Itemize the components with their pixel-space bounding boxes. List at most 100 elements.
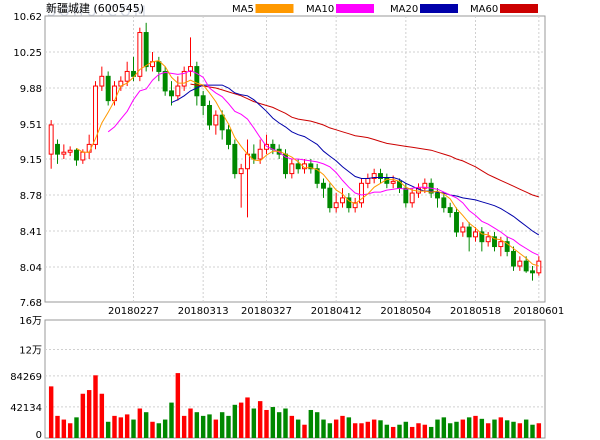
volume-bar (511, 421, 516, 438)
volume-bar (428, 426, 434, 438)
volume-bar (321, 419, 326, 438)
volume-bar (530, 424, 535, 438)
candle-body-up (137, 32, 143, 77)
candle-body-down (143, 32, 149, 68)
candle-body-down (251, 153, 257, 160)
volume-bar (473, 415, 478, 438)
volume-axis-ticks: 16万 12万 84269 42134 0 (10, 316, 42, 440)
volume-tick-label: 42134 (10, 403, 42, 414)
candle-body-up (517, 260, 523, 267)
candle-body-down (435, 192, 440, 199)
legend-swatch-ma5 (255, 4, 294, 13)
candle-body-down (530, 270, 535, 274)
date-tick-label: 20180518 (450, 306, 501, 317)
legend: MA5 MA10 MA20 MA60 (232, 4, 538, 15)
volume-bar (207, 414, 212, 438)
candle-body-down (346, 197, 352, 209)
candle-body-up (359, 182, 364, 204)
volume-bar (308, 409, 314, 438)
volume-bar (276, 412, 282, 438)
candle-body-down (219, 114, 225, 131)
candle-body-up (536, 260, 542, 274)
volume-bar (74, 417, 79, 438)
candle-body-up (188, 66, 193, 72)
price-tick-label: 7.68 (20, 298, 42, 309)
volume-bar (523, 419, 529, 438)
price-tick-label: 10.25 (13, 48, 42, 59)
legend-label-ma10: MA10 (306, 4, 334, 15)
volume-bar (226, 415, 231, 438)
volume-bar (517, 423, 523, 438)
candle-body-up (485, 236, 491, 243)
legend-swatch-ma60 (500, 4, 538, 13)
volume-bar (118, 417, 124, 438)
candle-body-down (169, 90, 174, 97)
volume-bar (194, 412, 200, 438)
volume-tick-label: 16万 (19, 316, 42, 327)
date-tick-label: 20180601 (513, 306, 564, 317)
volume-bar (498, 417, 504, 438)
date-tick-label: 20180504 (380, 306, 431, 317)
date-tick-label: 20180327 (241, 306, 292, 317)
candle-body-down (454, 212, 459, 233)
volume-bar (232, 404, 238, 438)
volume-bar (460, 419, 466, 438)
candle-body-down (447, 207, 453, 214)
volume-bar (238, 402, 244, 438)
candle-body-up (67, 149, 73, 153)
volume-bar (454, 421, 459, 438)
candle-body-down (479, 231, 485, 243)
volume-bar (162, 419, 168, 438)
volume-bar (346, 417, 352, 438)
legend-label-ma20: MA20 (390, 4, 418, 15)
candle-body-down (308, 163, 314, 170)
candle-body-up (340, 197, 345, 204)
candle-body-up (93, 85, 98, 145)
candle-body-down (378, 173, 383, 179)
volume-bar (435, 419, 440, 438)
legend-swatch-ma10 (336, 4, 374, 13)
volume-bar (403, 421, 409, 438)
candle-body-up (238, 168, 244, 175)
volume-bar (466, 417, 472, 438)
volume-bar (188, 408, 193, 438)
volume-bar (289, 415, 295, 438)
candle-body-down (131, 70, 136, 77)
candle-body-down (162, 70, 168, 92)
candle-body-down (492, 236, 497, 248)
candle-body-up (371, 173, 377, 179)
price-tick-label: 10.62 (13, 12, 42, 23)
volume-bar (99, 393, 105, 438)
volume-bar (80, 393, 86, 438)
chart-title: 新疆城建 (600545) (46, 1, 144, 15)
candle-body-up (365, 177, 371, 184)
volume-bar (371, 419, 377, 438)
volume-bar (143, 412, 149, 438)
candle-body-down (232, 143, 238, 175)
volume-bar (359, 423, 364, 438)
volume-bar (264, 409, 269, 438)
volume-bar (150, 421, 155, 438)
volume-bar (365, 421, 371, 438)
volume-bar (479, 418, 485, 438)
candle-body-up (409, 192, 415, 204)
candles (48, 22, 542, 281)
candle-body-down (466, 226, 472, 238)
volume-bar (340, 415, 345, 438)
volume-bar (219, 412, 225, 438)
volume-bar (105, 421, 111, 438)
volume-tick-label: 84269 (10, 372, 42, 383)
candle-body-up (257, 148, 263, 160)
ma5-line (76, 60, 539, 267)
moving-average-lines (76, 60, 540, 267)
volume-tick-label: 12万 (19, 346, 42, 357)
candle-body-down (511, 250, 516, 267)
price-axis-ticks: 10.62 10.25 9.88 9.51 9.15 8.78 8.41 8.04 7.68 (13, 12, 42, 309)
candle-body-down (207, 104, 212, 126)
volume-bar (245, 397, 250, 438)
candle-body-down (523, 260, 529, 272)
ma10-line (107, 69, 540, 256)
volume-tick-label: 0 (36, 430, 42, 440)
price-tick-label: 9.88 (20, 84, 42, 95)
ma20-line (171, 84, 540, 236)
